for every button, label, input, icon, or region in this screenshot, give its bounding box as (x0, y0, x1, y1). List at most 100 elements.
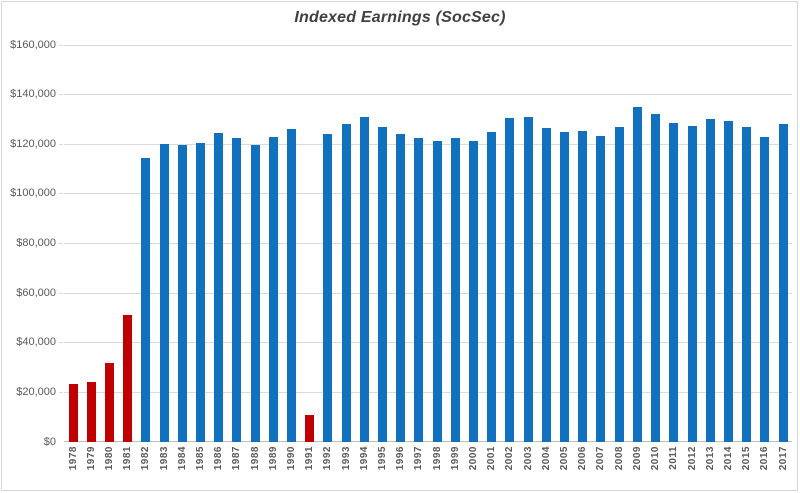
bar-2013 (705, 119, 715, 442)
bar-slot (373, 45, 391, 442)
x-axis-tick-label: 2013 (704, 446, 716, 471)
x-label-cell: 2008 (610, 446, 628, 490)
x-label-cell: 2007 (592, 446, 610, 490)
chart-title: Indexed Earnings (SocSec) (294, 9, 506, 26)
bar-1999 (450, 138, 460, 442)
bar-1997 (414, 138, 424, 442)
x-label-cell: 1979 (82, 446, 100, 490)
bar-1984 (177, 145, 187, 442)
x-axis-tick-label: 2000 (468, 446, 480, 471)
x-label-cell: 2001 (483, 446, 501, 490)
bar-slot (501, 45, 519, 442)
bar-2012 (687, 126, 697, 442)
y-axis-tick-mark (59, 391, 63, 393)
bar-slot (264, 45, 282, 442)
x-label-cell: 1996 (392, 446, 410, 490)
bar-slot (555, 45, 573, 442)
x-axis-tick-label: 1984 (176, 446, 188, 471)
bar-slot (410, 45, 428, 442)
bar-slot (683, 45, 701, 442)
bar-slot (301, 45, 319, 442)
x-axis-tick-label: 2010 (650, 446, 662, 471)
x-label-cell: 2017 (774, 446, 792, 490)
bar-1994 (359, 117, 369, 442)
x-axis-tick-label: 1986 (213, 446, 225, 471)
bar-2002 (505, 118, 515, 442)
x-axis-tick-label: 2017 (777, 446, 789, 471)
x-axis-tick-label: 1978 (67, 446, 79, 471)
bar-slot (392, 45, 410, 442)
x-axis-tick-label: 2009 (631, 446, 643, 471)
bar-1980 (105, 363, 114, 442)
x-label-cell: 2003 (519, 446, 537, 490)
bar-2001 (487, 132, 497, 442)
x-label-cell: 1990 (282, 446, 300, 490)
bar-slot (64, 45, 82, 442)
x-label-cell: 1985 (191, 446, 209, 490)
x-axis-tick-label: 2001 (486, 446, 498, 471)
bar-slot (191, 45, 209, 442)
bar-slot (665, 45, 683, 442)
bar-2008 (614, 127, 624, 442)
x-label-cell: 1999 (446, 446, 464, 490)
x-axis-tick-label: 2014 (722, 446, 734, 471)
x-axis-tick-label: 1990 (286, 446, 298, 471)
y-axis-tick-mark (59, 193, 63, 195)
bar-1978 (68, 384, 78, 442)
x-axis-tick-label: 1980 (104, 446, 115, 471)
bar-2011 (669, 123, 679, 442)
bar-1985 (196, 143, 206, 442)
x-label-cell: 2006 (574, 446, 592, 490)
x-label-cell: 1980 (100, 446, 118, 490)
y-axis-tick-mark (59, 143, 63, 145)
x-label-cell: 1995 (373, 446, 391, 490)
x-axis-tick-label: 2016 (759, 446, 771, 471)
x-axis-tick-label: 1988 (249, 446, 261, 471)
bar-slot (100, 45, 118, 442)
x-label-cell: 2005 (555, 446, 573, 490)
bar-slot (355, 45, 373, 442)
bar-slot (719, 45, 737, 442)
x-axis-tick-label: 1999 (449, 446, 461, 471)
bar-2017 (778, 124, 788, 442)
bar-slot (574, 45, 592, 442)
x-axis-tick-label: 1989 (267, 446, 279, 471)
bar-2000 (469, 141, 479, 442)
x-label-cell: 1987 (228, 446, 246, 490)
bar-2009 (632, 107, 642, 442)
bar-slot (319, 45, 337, 442)
x-label-cell: 1993 (337, 446, 355, 490)
x-axis-tick-label: 1985 (195, 446, 207, 471)
x-label-cell: 2013 (701, 446, 719, 490)
x-label-cell: 1986 (210, 446, 228, 490)
x-axis-tick-label: 1996 (395, 446, 407, 471)
bar-2006 (578, 131, 588, 442)
bar-slot (647, 45, 665, 442)
bar-slot (155, 45, 173, 442)
bar-slot (82, 45, 100, 442)
bar-1996 (396, 134, 406, 442)
bar-1992 (323, 134, 333, 442)
gridline (64, 193, 792, 195)
x-axis-tick-label: 1979 (85, 446, 97, 471)
x-label-cell: 2016 (756, 446, 774, 490)
x-axis-tick-label: 2005 (559, 446, 571, 471)
y-axis-tick-label: $20,000 (16, 385, 56, 398)
bar-1986 (214, 133, 224, 442)
x-axis-tick-label: 2006 (577, 446, 589, 471)
x-axis-tick-label: 1981 (122, 446, 134, 471)
bar-2016 (760, 137, 770, 442)
x-axis-line (64, 441, 792, 442)
x-label-cell: 1992 (319, 446, 337, 490)
bar-2003 (523, 117, 533, 442)
x-label-cell: 2000 (464, 446, 482, 490)
x-label-cell: 2014 (719, 446, 737, 490)
bar-2004 (541, 128, 551, 442)
y-axis-tick-label: $80,000 (16, 237, 56, 249)
bar-1987 (232, 138, 242, 442)
bar-1983 (159, 144, 169, 442)
x-axis-tick-label: 2003 (522, 446, 534, 471)
y-axis-tick-label: $160,000 (10, 38, 56, 51)
x-axis-tick-label: 1994 (358, 446, 370, 471)
